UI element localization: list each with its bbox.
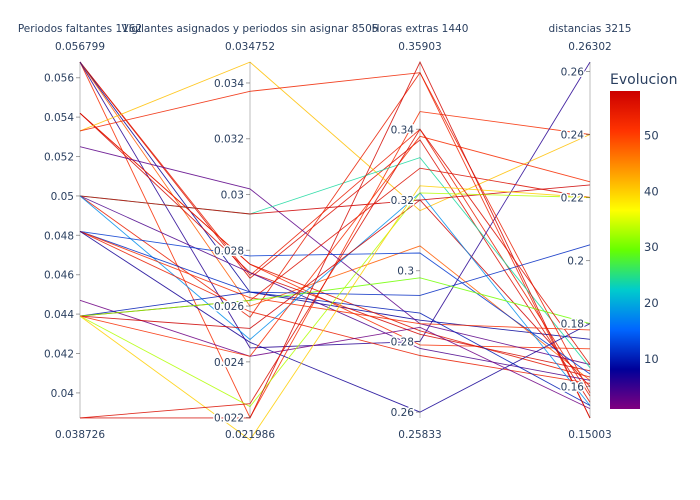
data-line-8 <box>79 112 591 372</box>
data-line-15 <box>79 71 591 394</box>
data-line-29 <box>79 185 591 441</box>
colorbar-tick-4: 50 <box>644 129 659 143</box>
axis-tick-label-3-1: 0.18 <box>561 319 584 331</box>
axis-min-label-0: 0.038726 <box>55 429 105 441</box>
data-line-14 <box>79 195 591 381</box>
axis-tick-label-2-0: 0.26 <box>391 407 415 419</box>
data-line-30 <box>80 61 591 419</box>
axis-tick-label-0-5: 0.05 <box>51 191 74 203</box>
data-line-26 <box>79 184 591 329</box>
axis-max-label-3: 0.26302 <box>568 41 611 53</box>
axis-tick-label-0-1: 0.042 <box>44 349 74 361</box>
axis-tick-label-3-4: 0.24 <box>561 130 585 142</box>
axis-tick-label-0-0: 0.04 <box>51 388 75 400</box>
data-line-10 <box>79 72 591 419</box>
data-line-9 <box>79 61 591 212</box>
data-line-27 <box>79 135 591 357</box>
data-line-3 <box>79 61 591 340</box>
axis-tick-label-1-0: 0.022 <box>214 413 244 425</box>
data-line-17 <box>79 230 591 375</box>
data-line-11 <box>79 146 591 365</box>
colorbar: Evolucion 10 20 30 40 50 <box>610 72 677 409</box>
axis-tick-label-2-1: 0.28 <box>391 336 414 348</box>
colorbar-tick-3: 40 <box>644 184 659 198</box>
data-line-18 <box>79 230 591 296</box>
axis-tick-label-2-3: 0.32 <box>391 195 414 207</box>
colorbar-title: Evolucion <box>610 72 677 88</box>
axis-title-0: Periodos faltantes 1162 <box>18 23 142 35</box>
axis-tick-label-0-4: 0.048 <box>44 230 74 242</box>
axis-max-label-1: 0.034752 <box>225 41 275 53</box>
axis-tick-label-3-0: 0.16 <box>561 382 585 394</box>
axis-min-label-2: 0.25833 <box>398 429 441 441</box>
axis-tick-label-3-5: 0.26 <box>561 67 585 79</box>
axes-layer: Periodos faltantes 1162 0.056799 0.038726 0… <box>18 23 632 441</box>
axis-tick-label-1-6: 0.034 <box>214 78 244 90</box>
axis-tick-label-1-1: 0.024 <box>214 357 244 369</box>
data-line-7 <box>79 112 591 378</box>
axis-tick-label-3-2: 0.2 <box>567 256 584 268</box>
axis-title-2: Horas extras 1440 <box>372 23 469 35</box>
axis-tick-label-0-3: 0.046 <box>44 270 74 282</box>
axis-tick-label-0-7: 0.054 <box>44 112 74 124</box>
colorbar-tick-2: 30 <box>644 240 659 254</box>
axis-tick-label-1-2: 0.026 <box>214 301 244 313</box>
axis-title-3: distancias 3215 <box>549 23 632 35</box>
axis-tick-label-0-2: 0.044 <box>44 309 74 321</box>
data-line-20 <box>79 230 591 384</box>
axis-tick-label-3-3: 0.22 <box>561 193 584 205</box>
data-line-25 <box>79 277 591 325</box>
axis-tick-label-1-5: 0.032 <box>214 134 244 146</box>
colorbar-gradient <box>610 91 640 409</box>
axis-tick-label-1-3: 0.028 <box>214 245 244 257</box>
polylines-layer <box>79 61 591 441</box>
colorbar-tick-1: 20 <box>644 296 659 310</box>
axis-tick-label-2-2: 0.3 <box>397 266 414 278</box>
data-line-28 <box>79 192 591 408</box>
axis-title-1: Vigilantes asignados y periodos sin asig… <box>122 23 379 35</box>
data-line-31 <box>79 128 591 419</box>
axis-tick-label-2-4: 0.34 <box>391 124 415 136</box>
data-line-2 <box>79 61 591 403</box>
axis-tick-label-0-6: 0.052 <box>44 152 74 164</box>
axis-max-label-2: 0.35903 <box>398 41 441 53</box>
data-line-19 <box>79 230 591 331</box>
axis-tick-label-0-8: 0.056 <box>44 73 74 85</box>
axis-min-label-3: 0.15003 <box>568 429 611 441</box>
colorbar-tick-0: 10 <box>644 352 659 366</box>
data-line-22 <box>79 299 591 410</box>
data-line-23 <box>79 291 591 406</box>
axis-min-label-1: 0.021986 <box>225 429 275 441</box>
axis-tick-label-1-4: 0.03 <box>221 190 244 202</box>
axis-max-label-0: 0.056799 <box>55 41 105 53</box>
data-line-13 <box>79 195 591 387</box>
